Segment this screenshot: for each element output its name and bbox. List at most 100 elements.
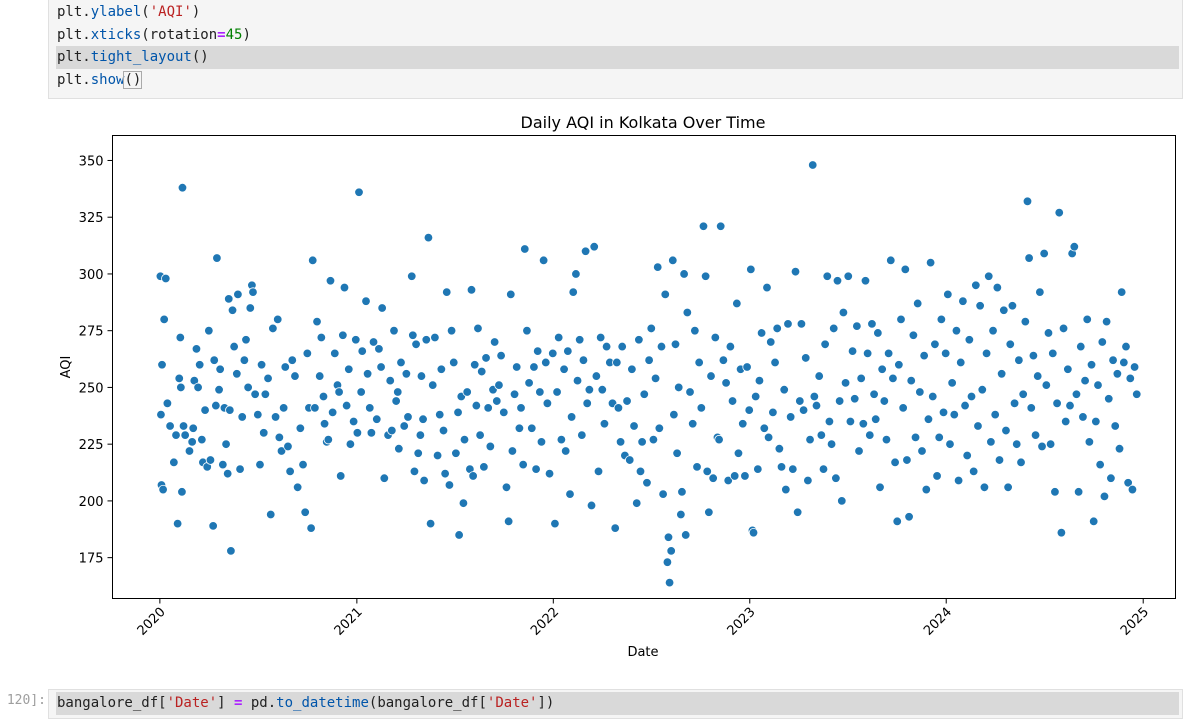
data-point bbox=[653, 262, 663, 272]
data-point bbox=[958, 296, 968, 306]
data-point bbox=[563, 346, 573, 356]
data-point bbox=[639, 389, 649, 399]
data-point bbox=[660, 289, 670, 300]
data-point bbox=[302, 348, 313, 359]
code-cell-bangalore[interactable]: bangalore_df['Date'] = pd.to_datetime(ba… bbox=[48, 689, 1183, 719]
data-point bbox=[854, 446, 864, 456]
data-point bbox=[656, 341, 667, 352]
data-point bbox=[366, 428, 377, 438]
code-cell-plot[interactable]: plt.ylabel('AQI') plt.xticks(rotation=45… bbox=[48, 0, 1183, 99]
y-tick-label: 175 bbox=[79, 552, 104, 567]
data-point bbox=[336, 471, 346, 481]
data-point bbox=[865, 430, 875, 440]
data-point bbox=[947, 378, 957, 388]
data-point bbox=[928, 391, 938, 402]
data-point bbox=[1009, 398, 1020, 409]
data-point bbox=[738, 419, 748, 429]
data-point bbox=[811, 400, 822, 411]
data-point bbox=[421, 335, 431, 345]
data-point bbox=[792, 507, 803, 517]
data-point bbox=[212, 253, 222, 263]
data-point bbox=[1016, 457, 1026, 468]
data-point bbox=[316, 332, 327, 343]
data-point bbox=[642, 478, 652, 488]
data-point bbox=[338, 330, 348, 340]
data-point bbox=[949, 409, 959, 420]
data-point bbox=[732, 298, 742, 309]
data-point bbox=[184, 446, 195, 456]
data-point bbox=[725, 341, 736, 352]
data-point bbox=[779, 384, 789, 395]
data-point bbox=[377, 303, 387, 313]
data-point bbox=[644, 355, 654, 365]
data-point bbox=[362, 369, 373, 379]
y-tick-label: 250 bbox=[79, 381, 104, 396]
data-point bbox=[193, 382, 203, 393]
data-point bbox=[723, 475, 733, 486]
data-point bbox=[888, 373, 898, 384]
data-point bbox=[1114, 444, 1125, 454]
data-point bbox=[921, 484, 932, 495]
data-point bbox=[906, 375, 916, 386]
data-point bbox=[318, 391, 329, 402]
data-point bbox=[266, 509, 276, 520]
data-point bbox=[287, 355, 297, 365]
data-point bbox=[740, 471, 750, 481]
data-point bbox=[1037, 441, 1047, 452]
data-point bbox=[514, 423, 525, 433]
data-point bbox=[1123, 478, 1133, 488]
data-point bbox=[896, 314, 906, 325]
data-point bbox=[425, 518, 436, 529]
data-point bbox=[818, 464, 829, 474]
data-point bbox=[169, 457, 179, 468]
data-point bbox=[1112, 369, 1123, 379]
data-point bbox=[226, 546, 236, 556]
data-point bbox=[273, 314, 283, 325]
data-point bbox=[204, 325, 214, 336]
data-point bbox=[658, 489, 668, 499]
data-point bbox=[1108, 355, 1118, 365]
data-point bbox=[744, 405, 754, 415]
data-point bbox=[430, 332, 440, 343]
data-point bbox=[194, 360, 205, 370]
data-point bbox=[522, 325, 532, 336]
x-tick-label: 2020 bbox=[135, 605, 169, 639]
data-point bbox=[481, 353, 491, 363]
y-tick-label: 225 bbox=[79, 438, 104, 453]
data-point bbox=[593, 466, 604, 477]
data-point bbox=[468, 471, 478, 481]
data-point bbox=[637, 437, 647, 447]
data-point bbox=[975, 301, 985, 311]
data-point bbox=[334, 387, 344, 397]
data-point bbox=[894, 360, 904, 370]
x-tick-label: 2023 bbox=[725, 605, 759, 639]
data-point bbox=[158, 484, 168, 495]
data-point bbox=[766, 337, 776, 347]
data-point bbox=[394, 444, 404, 454]
data-point bbox=[753, 464, 763, 474]
data-point bbox=[357, 346, 367, 356]
cell-prompt: 120]: bbox=[6, 693, 46, 708]
data-point bbox=[237, 412, 247, 422]
data-point bbox=[560, 446, 571, 456]
data-point bbox=[435, 409, 445, 420]
data-point bbox=[538, 255, 549, 266]
data-point bbox=[992, 282, 1003, 293]
data-point bbox=[442, 287, 452, 297]
data-point bbox=[446, 325, 457, 336]
data-point bbox=[1052, 398, 1062, 409]
data-point bbox=[820, 339, 830, 350]
data-point bbox=[750, 391, 761, 402]
data-point bbox=[692, 462, 702, 472]
data-point bbox=[1043, 328, 1054, 338]
data-point bbox=[584, 384, 595, 395]
data-point bbox=[222, 468, 233, 479]
data-point bbox=[595, 332, 606, 343]
data-point bbox=[214, 384, 224, 395]
data-point bbox=[826, 439, 837, 449]
y-axis-label: AQI bbox=[59, 356, 74, 379]
data-point bbox=[354, 187, 364, 197]
data-point bbox=[788, 464, 798, 474]
data-point bbox=[1033, 371, 1043, 381]
data-point bbox=[520, 244, 530, 254]
